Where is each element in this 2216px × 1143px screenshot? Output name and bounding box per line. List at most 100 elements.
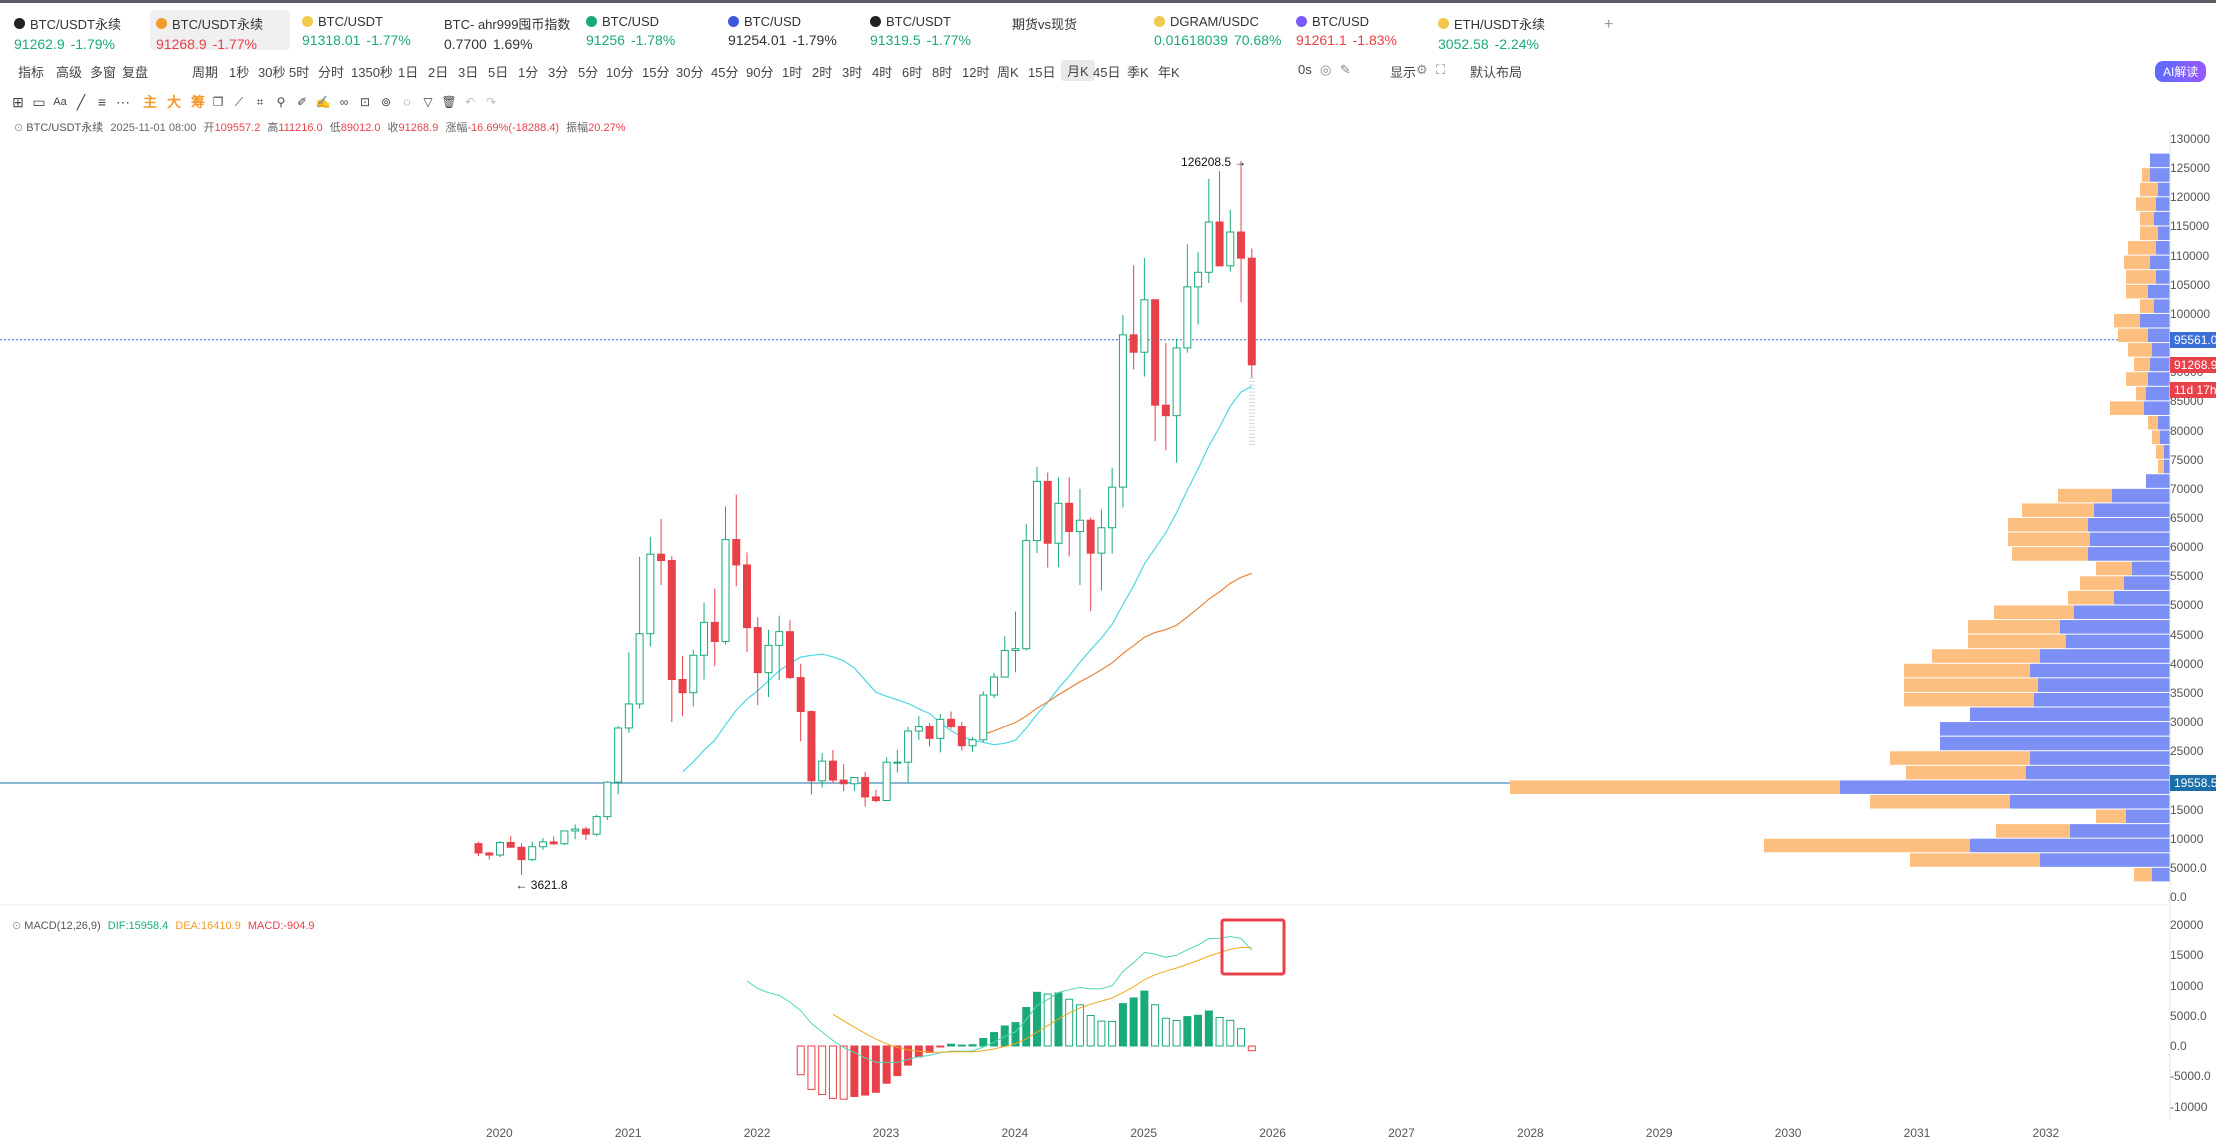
toolbar-right-item[interactable]: 0s xyxy=(1298,62,1312,77)
collapse-icon[interactable]: ⊙ xyxy=(12,920,22,932)
period-3[interactable]: 分时 xyxy=(318,65,345,80)
price-axis-label: 25000 xyxy=(2170,744,2204,759)
volume-profile-bar xyxy=(2030,663,2170,678)
period-20[interactable]: 4时 xyxy=(872,65,893,80)
period-29[interactable]: 年K xyxy=(1158,65,1180,80)
period-22[interactable]: 8时 xyxy=(932,65,953,80)
period-16[interactable]: 90分 xyxy=(746,65,774,80)
macd-label: MACD(12,26,9) xyxy=(24,920,101,932)
ticker-tab[interactable]: DGRAM/USDC 0.01618039 70.68% xyxy=(1148,10,1287,50)
indicator-tool[interactable]: 筹 xyxy=(191,94,205,110)
candle-body xyxy=(1247,257,1256,366)
volume-profile-bar xyxy=(2128,343,2152,357)
period-23[interactable]: 12时 xyxy=(962,65,990,80)
ai-analysis-button[interactable]: AI解读 xyxy=(2155,61,2207,82)
period-17[interactable]: 1时 xyxy=(782,65,803,80)
period-8[interactable]: 5日 xyxy=(488,65,509,80)
info-open: 109557.2 xyxy=(214,122,261,134)
rect-icon[interactable]: ▭ xyxy=(32,94,46,110)
collapse-icon[interactable]: ⊙ xyxy=(14,122,24,134)
ticker-tab[interactable]: BTC/USD 91256 -1.78% xyxy=(580,10,681,50)
toolbar-right-item[interactable]: 显示 xyxy=(1390,65,1417,80)
link-icon[interactable]: ⚲ xyxy=(276,95,286,109)
candle-body xyxy=(796,677,805,713)
copy-icon[interactable]: ❐ xyxy=(212,95,224,109)
period-27[interactable]: 45日 xyxy=(1093,65,1121,80)
ruler-icon[interactable]: ⟋ xyxy=(234,95,244,109)
period-6[interactable]: 2日 xyxy=(428,65,449,80)
period-7[interactable]: 3日 xyxy=(458,65,479,80)
volume-profile-bar xyxy=(1996,824,2070,838)
period-4[interactable]: 1350秒 xyxy=(351,65,393,80)
candle-body xyxy=(764,644,773,674)
magnet-icon[interactable]: ⊚ xyxy=(380,95,392,109)
candle-body xyxy=(839,779,848,785)
toolbar-item[interactable]: 高级 xyxy=(56,65,83,80)
period-12[interactable]: 10分 xyxy=(606,65,634,80)
period-15[interactable]: 45分 xyxy=(711,65,739,80)
toolbar-right-item[interactable]: 默认布局 xyxy=(1470,65,1523,80)
period-0[interactable]: 1秒 xyxy=(229,65,250,80)
period-21[interactable]: 6时 xyxy=(902,65,923,80)
ticker-tab[interactable]: 期货vs现货 xyxy=(1006,10,1083,50)
filter-icon[interactable]: ▽ xyxy=(423,95,433,109)
crop-icon[interactable]: ⌗ xyxy=(256,95,264,109)
period-18[interactable]: 2时 xyxy=(812,65,833,80)
period-19[interactable]: 3时 xyxy=(842,65,863,80)
period-26[interactable]: 月K xyxy=(1061,60,1095,81)
period-24[interactable]: 周K xyxy=(997,65,1019,80)
toolbar-item[interactable]: 周期 xyxy=(192,65,219,80)
pen-active-icon[interactable]: ✍ xyxy=(315,95,331,109)
period-13[interactable]: 15分 xyxy=(642,65,670,80)
candle-body xyxy=(893,761,902,764)
macd-axis-label: 0.0 xyxy=(2170,1039,2187,1053)
period-10[interactable]: 3分 xyxy=(548,65,569,80)
brush-icon[interactable]: ✐ xyxy=(296,95,308,109)
period-14[interactable]: 30分 xyxy=(676,65,704,80)
period-5[interactable]: 1日 xyxy=(398,65,419,80)
period-11[interactable]: 5分 xyxy=(578,65,599,80)
period-28[interactable]: 季K xyxy=(1127,65,1149,80)
add-tab-button[interactable]: + xyxy=(1604,16,1614,33)
bookmark-icon[interactable]: ⊞ xyxy=(12,94,24,110)
binance-icon xyxy=(1154,16,1165,27)
candle-body xyxy=(646,553,655,635)
eye-icon[interactable]: ◌ xyxy=(403,95,411,109)
more-icon[interactable]: ⋯ xyxy=(116,94,130,110)
ticker-tab[interactable]: BTC- ahr999囤币指数 0.7700 1.69% xyxy=(438,10,576,52)
redo-icon[interactable]: ↷ xyxy=(485,95,497,109)
period-1[interactable]: 30秒 xyxy=(258,65,286,80)
infinite-icon[interactable]: ∞ xyxy=(339,95,349,109)
line-icon[interactable]: ╱ xyxy=(76,94,86,110)
ticker-tab[interactable]: BTC/USDT 91318.01 -1.77% xyxy=(296,10,417,50)
ticker-tab[interactable]: BTC/USD 91261.1 -1.83% xyxy=(1290,10,1403,50)
lock-icon[interactable]: ⊡ xyxy=(359,95,371,109)
toolbar-item[interactable]: 复盘 xyxy=(122,65,149,80)
period-25[interactable]: 15日 xyxy=(1028,65,1056,80)
price-axis-label: 50000 xyxy=(2170,598,2204,613)
settings-icon[interactable]: ⚙ xyxy=(1416,62,1428,77)
camera-icon[interactable]: ◎ xyxy=(1320,62,1332,77)
expand-icon[interactable]: ⛶ xyxy=(1436,62,1446,77)
macd-histogram-bar xyxy=(893,1045,902,1077)
indicator-tool[interactable]: 大 xyxy=(167,94,181,110)
undo-icon[interactable]: ↶ xyxy=(464,95,476,109)
volume-profile-bar xyxy=(2114,313,2140,328)
period-2[interactable]: 5时 xyxy=(289,65,310,80)
trash-icon[interactable]: 🗑 xyxy=(441,95,457,109)
toolbar-item[interactable]: 指标 xyxy=(18,65,45,80)
text-icon[interactable]: Aa xyxy=(53,96,67,108)
ticker-tab[interactable]: BTC/USDT永续 91268.9 -1.77% xyxy=(150,10,290,52)
menu-icon[interactable]: ≡ xyxy=(97,94,107,110)
macd-histogram-bar xyxy=(979,1038,988,1047)
ticker-tab[interactable]: BTC/USDT 91319.5 -1.77% xyxy=(864,10,977,50)
indicator-tool[interactable]: 主 xyxy=(143,94,157,110)
toolbar-item[interactable]: 多窗 xyxy=(90,65,117,80)
ticker-tab[interactable]: BTC/USDT永续 91262.9 -1.79% xyxy=(8,10,127,52)
ticker-tab[interactable]: BTC/USD 91254.01 -1.79% xyxy=(722,10,843,50)
ticker-tab[interactable]: ETH/USDT永续 3052.58 -2.24% xyxy=(1432,10,1551,52)
period-9[interactable]: 1分 xyxy=(518,65,539,80)
price-axis-label: 10000 xyxy=(2170,831,2204,846)
pen-icon[interactable]: ✎ xyxy=(1340,62,1351,77)
